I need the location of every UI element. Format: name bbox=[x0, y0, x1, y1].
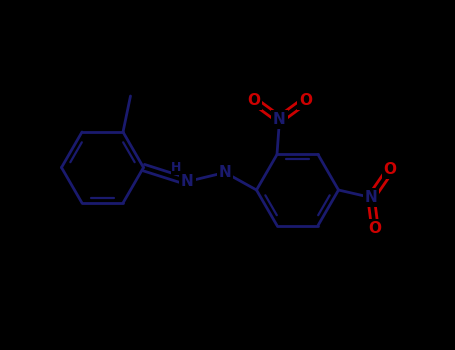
Text: O: O bbox=[247, 93, 260, 108]
Text: N: N bbox=[218, 165, 232, 180]
Text: O: O bbox=[369, 221, 381, 236]
Text: N: N bbox=[273, 112, 286, 127]
Text: N: N bbox=[364, 190, 377, 205]
Text: H: H bbox=[172, 161, 182, 174]
Text: O: O bbox=[299, 93, 312, 108]
Text: O: O bbox=[384, 162, 396, 177]
Text: N: N bbox=[181, 174, 194, 189]
